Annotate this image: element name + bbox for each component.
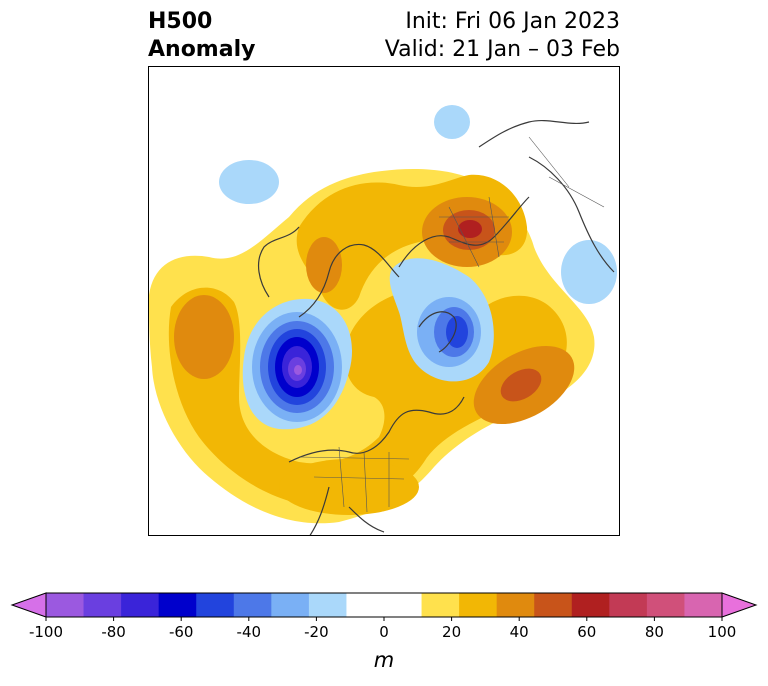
- title-left: H500 Anomaly: [148, 8, 255, 64]
- colorbar-segment: [534, 593, 573, 617]
- country-borders: [298, 136, 605, 513]
- colorbar-extend-max: [721, 592, 758, 618]
- colorbar-tick-label: 0: [379, 623, 389, 641]
- colorbar-tick-label: -40: [237, 623, 262, 641]
- colorbar-segment: [459, 593, 498, 617]
- colorbar-segment: [609, 593, 648, 617]
- colorbar: -100 -80 -60 -40 -20 0 20 40 60 80 100: [0, 585, 768, 649]
- colorbar-tick-label: -60: [169, 623, 194, 641]
- negative-anomaly-west-80: [294, 365, 302, 375]
- colorbar-tick-label: -100: [29, 623, 63, 641]
- colorbar-segment: [346, 593, 385, 617]
- negative-anomaly-north: [434, 105, 470, 139]
- map-canvas: [149, 105, 617, 535]
- colorbar-segment: [308, 593, 347, 617]
- title-variable: H500: [148, 9, 213, 34]
- positive-anomaly-50-atlantic: [500, 368, 542, 402]
- colorbar-segment: [646, 593, 685, 617]
- title-field: Anomaly: [148, 37, 256, 62]
- colorbar-segment: [121, 593, 160, 617]
- positive-anomaly-40-west: [306, 237, 342, 293]
- colorbar-segment: [421, 593, 460, 617]
- colorbar-segment: [83, 593, 122, 617]
- colorbar-segment: [496, 593, 535, 617]
- title-right: Init: Fri 06 Jan 2023 Valid: 21 Jan – 03…: [385, 8, 620, 64]
- colorbar-tick-label: -80: [101, 623, 126, 641]
- colorbar-segment: [233, 593, 272, 617]
- colorbar-tick-label: 100: [708, 623, 737, 641]
- colorbar-tick-label: -20: [304, 623, 329, 641]
- colorbar-tick-label: 60: [577, 623, 596, 641]
- negative-anomaly-europe: [561, 240, 617, 304]
- colorbar-segment: [158, 593, 197, 617]
- colorbar-segment: [684, 593, 723, 617]
- positive-anomaly-us: [279, 459, 419, 515]
- colorbar-segment: [46, 593, 85, 617]
- coastlines: [257, 119, 615, 535]
- colorbar-segment: [196, 593, 235, 617]
- colorbar-segment: [271, 593, 310, 617]
- colorbar-unit-label: m: [373, 648, 395, 672]
- anomaly-map: [148, 66, 620, 536]
- init-time: Init: Fri 06 Jan 2023: [405, 9, 620, 34]
- colorbar-segment: [384, 593, 423, 617]
- negative-anomaly-alaska: [219, 160, 279, 204]
- colorbar-svg: -100 -80 -60 -40 -20 0 20 40 60 80 100: [10, 592, 758, 641]
- colorbar-tick-label: 40: [510, 623, 529, 641]
- colorbar-extend-min: [10, 592, 47, 618]
- positive-anomaly-siberia-60: [458, 220, 482, 238]
- valid-period: Valid: 21 Jan – 03 Feb: [384, 37, 620, 62]
- positive-anomaly-40-pacific: [174, 295, 234, 379]
- colorbar-tick-label: 80: [645, 623, 664, 641]
- colorbar-segment: [571, 593, 610, 617]
- colorbar-tick-label: 20: [442, 623, 461, 641]
